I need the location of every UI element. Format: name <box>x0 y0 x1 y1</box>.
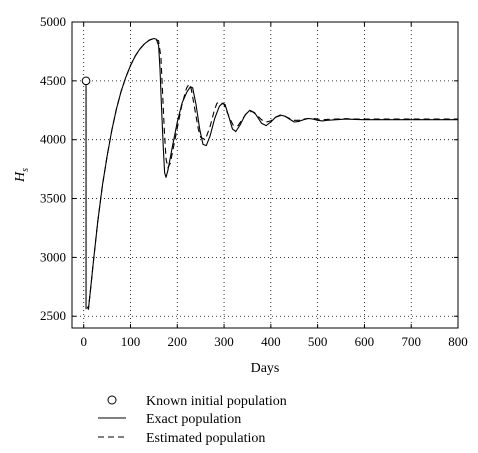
y-tick-label: 3000 <box>40 249 66 264</box>
legend-initial-marker <box>107 395 117 405</box>
y-tick-label: 3500 <box>40 191 66 206</box>
legend: Known initial population Exact populatio… <box>98 394 287 446</box>
legend-estimated-label: Estimated population <box>146 431 265 446</box>
y-tick-label: 4000 <box>40 132 66 147</box>
exact-population-line <box>86 37 458 310</box>
plot-frame <box>71 21 459 329</box>
x-tick-label: 600 <box>355 334 375 349</box>
y-axis-label: Hs <box>13 168 31 183</box>
series-lines <box>86 37 458 310</box>
y-axis-label-main: H <box>13 171 28 183</box>
x-tick-label: 200 <box>168 334 188 349</box>
y-tick-label: 4500 <box>40 73 66 88</box>
svg-text:Hs: Hs <box>13 168 31 183</box>
x-tick-label: 500 <box>308 334 328 349</box>
x-tick-label: 300 <box>214 334 234 349</box>
x-axis-label: Days <box>251 361 280 376</box>
initial-population-marker <box>81 76 91 86</box>
markers <box>81 76 91 310</box>
y-axis-label-subscript: s <box>20 168 31 172</box>
legend-initial-label: Known initial population <box>146 394 287 409</box>
x-tick-label: 100 <box>121 334 141 349</box>
legend-exact-label: Exact population <box>146 412 241 427</box>
x-tick-label: 400 <box>261 334 281 349</box>
y-tick-label: 5000 <box>40 14 66 29</box>
grid <box>72 22 458 328</box>
x-tick-label: 800 <box>448 334 468 349</box>
x-tick-label: 700 <box>401 334 421 349</box>
x-tick-label: 0 <box>80 334 87 349</box>
estimated-population-line <box>86 37 458 310</box>
axis-ticks: 0 100 200 300 400 500 600 700 800 2500 3000 3500 400… <box>40 14 468 349</box>
y-tick-label: 2500 <box>40 308 66 323</box>
